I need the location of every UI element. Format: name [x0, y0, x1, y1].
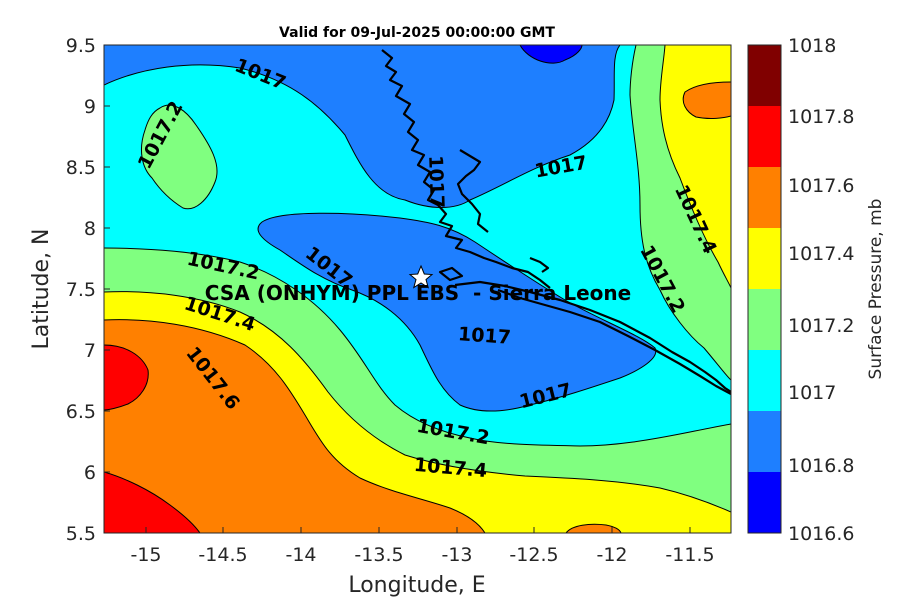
x-tick-label: -12.5: [509, 544, 558, 566]
y-tick-label: 6.5: [66, 401, 96, 423]
y-tick-label: 6: [84, 462, 96, 484]
colorbar-tick-label: 1017.6: [788, 175, 854, 197]
colorbar-swatch: [748, 167, 781, 228]
x-tick-label: -14.5: [198, 544, 247, 566]
band-1016_8-central: [258, 213, 656, 412]
band-1017_8-southwest-b: [104, 472, 200, 533]
y-tick-label: 7: [84, 340, 96, 362]
y-tick-label: 9.5: [66, 35, 96, 57]
colorbar-swatch: [748, 289, 781, 350]
contour-label: 1017: [457, 323, 511, 349]
y-tick-label: 9: [84, 96, 96, 118]
band-1017_2-island: [141, 105, 218, 209]
colorbar-tick-label: 1017.8: [788, 106, 854, 128]
band-1016_8-north: [104, 45, 620, 208]
band-1017_6-south: [104, 319, 485, 533]
y-tick-label: 8: [84, 218, 96, 240]
colorbar: 1016.6 1016.8 1017 1017.2 1017.4 1017.6 …: [747, 35, 886, 545]
colorbar-tick-label: 1017: [788, 382, 836, 404]
colorbar-tick-label: 1016.8: [788, 455, 854, 477]
band-1017_8-southwest-a: [104, 345, 149, 410]
colorbar-tick-label: 1017.2: [788, 315, 854, 337]
colorbar-tick-label: 1017.4: [788, 243, 854, 265]
x-tick-label: -15: [130, 544, 161, 566]
y-axis-label: Latitude, N: [29, 229, 54, 350]
chart-title: Valid for 09-Jul-2025 00:00:00 GMT: [279, 25, 555, 41]
colorbar-swatch: [748, 472, 781, 533]
colorbar-swatch: [748, 350, 781, 411]
colorbar-swatch: [748, 106, 781, 167]
colorbar-frame: [747, 44, 782, 534]
contour-label: 1017: [424, 155, 448, 209]
colorbar-swatch: [748, 228, 781, 289]
colorbar-swatch: [748, 45, 781, 106]
coastline: [381, 49, 731, 395]
colorbar-swatch: [748, 411, 781, 472]
site-label: CSA (ONHYM) PPL EBS - Sierra Leone: [205, 281, 631, 305]
band-1017_6-southeast-spot: [566, 524, 621, 533]
x-axis: -15 -14.5 -14 -13.5 -13 -12.5 -12 -11.5 …: [130, 527, 715, 598]
x-axis-label: Longitude, E: [348, 573, 485, 598]
map-area: 1017 1017.2 1017 1017 1017.4 1017.2 1017…: [104, 45, 731, 533]
site-star-marker: [408, 264, 434, 289]
isolines: [104, 45, 731, 533]
x-tick-label: -13.5: [354, 544, 403, 566]
x-tick-label: -12: [596, 544, 627, 566]
y-tick-label: 8.5: [66, 157, 96, 179]
y-axis: 5.5 6 6.5 7 7.5 8 8.5 9 9.5 Latitude, N: [29, 35, 110, 545]
colorbar-tick-label: 1016.6: [788, 523, 854, 545]
band-1017_6-east: [683, 82, 731, 119]
colorbar-label: Surface Pressure, mb: [866, 199, 886, 380]
x-tick-label: -14: [285, 544, 316, 566]
y-tick-label: 5.5: [66, 523, 96, 545]
x-tick-label: -11.5: [665, 544, 714, 566]
y-tick-label: 7.5: [66, 279, 96, 301]
colorbar-tick-label: 1018: [788, 35, 836, 57]
x-tick-label: -13: [441, 544, 472, 566]
